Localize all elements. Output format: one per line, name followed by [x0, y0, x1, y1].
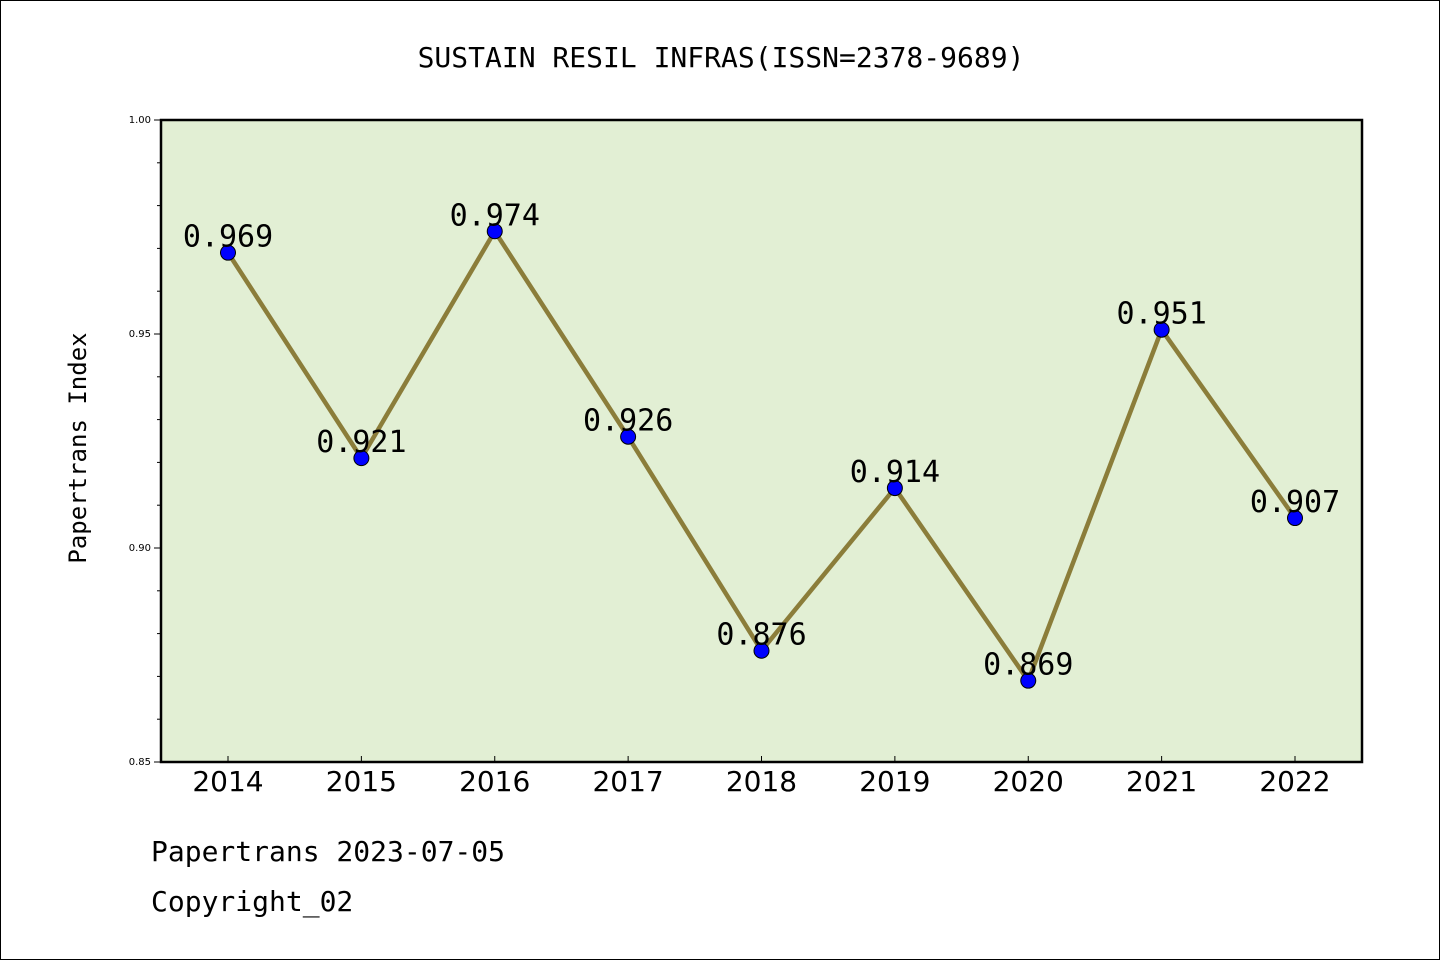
- footer-date: Papertrans 2023-07-05: [151, 835, 506, 868]
- y-tick-label: 1.00: [129, 115, 151, 126]
- x-tick-label: 2020: [993, 765, 1064, 798]
- data-label: 0.921: [316, 425, 406, 460]
- x-tick-label: 2019: [859, 765, 930, 798]
- x-tick-label: 2022: [1259, 765, 1330, 798]
- data-label: 0.869: [983, 648, 1073, 683]
- data-label: 0.974: [450, 198, 540, 233]
- data-point: [353, 450, 370, 467]
- data-point: [1020, 672, 1037, 689]
- data-point: [486, 223, 503, 240]
- data-point: [620, 428, 637, 445]
- x-tick-label: 2018: [726, 765, 797, 798]
- x-axis: 2014 2015 2016 2017 2018 2019 2020 2021 2022: [192, 756, 1331, 798]
- chart-title: SUSTAIN RESIL INFRAS(ISSN=2378-9689): [418, 41, 1025, 74]
- x-tick-label: 2021: [1126, 765, 1197, 798]
- y-axis-label: Papertrans Index: [64, 332, 92, 563]
- series-layer: 0.969 0.921 0.974 0.926 0.876 0.914 0.869 0.951…: [183, 198, 1340, 689]
- y-tick-label: 0.90: [129, 543, 151, 554]
- plot-border: [159, 118, 1364, 764]
- y-tick-label: 0.95: [129, 329, 151, 340]
- data-label: 0.914: [850, 455, 940, 490]
- x-tick-label: 2014: [192, 765, 263, 798]
- data-point: [1287, 510, 1303, 527]
- data-label: 0.969: [183, 220, 273, 255]
- footer-copyright: Copyright_02: [151, 885, 354, 918]
- data-point: [753, 642, 770, 659]
- x-tick-label: 2015: [326, 765, 397, 798]
- data-point: [220, 244, 236, 261]
- data-label: 0.926: [583, 404, 673, 439]
- data-point: [1153, 321, 1170, 338]
- y-tick-label: 0.85: [129, 757, 151, 768]
- data-label: 0.876: [716, 618, 806, 653]
- data-point: [886, 480, 903, 497]
- data-label: 0.951: [1116, 297, 1206, 332]
- x-tick-label: 2016: [459, 765, 530, 798]
- y-axis: 0.85 0.90 0.95 1.00: [129, 115, 161, 768]
- data-label: 0.907: [1250, 485, 1340, 520]
- x-tick-label: 2017: [592, 765, 663, 798]
